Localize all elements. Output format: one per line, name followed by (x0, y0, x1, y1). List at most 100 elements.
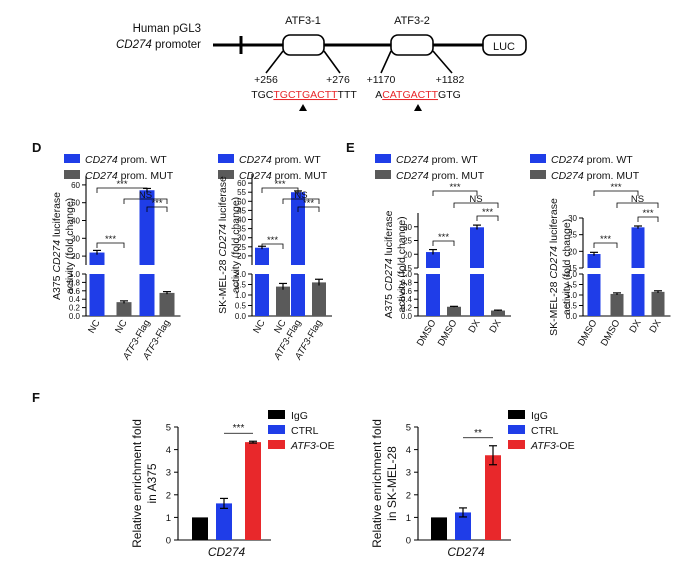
bar (216, 503, 232, 540)
sig-bracket-ctrl-vs-treat (261, 187, 299, 193)
y-tick-label: 60 (71, 181, 80, 190)
legend-label-mut: CD274 prom. MUT (239, 170, 328, 182)
x-tick-label: NC (113, 318, 129, 336)
bar-lower-segment (426, 274, 440, 316)
sig-bracket-treat-wt-vs-mut-label: *** (151, 198, 162, 209)
legend-swatch-mut (530, 170, 546, 179)
y-tick-label: 0.0 (235, 312, 247, 321)
legend-e-left: CD274 prom. WT CD274 prom. MUT (375, 154, 485, 182)
bar-lower-segment (139, 274, 155, 316)
bar (89, 252, 105, 265)
legend-swatch-wt (64, 154, 80, 163)
legend-swatch-igg (268, 410, 285, 419)
sig-bracket-wt-vs-mut (261, 243, 284, 249)
y-tick-label: 1.5 (566, 281, 578, 290)
y-tick-label: 1.5 (235, 281, 247, 290)
atf3-1-box (282, 34, 325, 56)
sig-bracket-ctrl-vs-treat-label: *** (116, 179, 127, 190)
sig-bracket-ns (123, 198, 168, 204)
sig-bracket-ns (282, 198, 320, 204)
y-tick-label: 25 (403, 237, 412, 246)
sig-bracket-ctrl-vs-treat (432, 190, 478, 196)
y-tick-label: 5 (166, 423, 171, 434)
y-tick-label: 0.2 (69, 304, 81, 313)
y-tick-label: 3 (166, 468, 171, 479)
bar (447, 306, 461, 316)
y-tick-label: 25 (568, 231, 577, 240)
y-axis-label-line2: activity (fold change) (561, 219, 573, 315)
y-tick-label: 50 (237, 197, 246, 206)
y-axis-label-line2: in A375 (145, 463, 159, 503)
sig-bracket-ctrl-vs-treat-label: *** (449, 182, 460, 193)
y-tick-label: 25 (237, 243, 246, 252)
bar (631, 227, 645, 268)
y-tick-label: 50 (71, 199, 80, 208)
bar (610, 293, 624, 316)
sig-bracket-wt-vs-mut-label: *** (600, 234, 611, 245)
y-tick-label: 0.6 (401, 287, 413, 296)
y-tick-label: 0.0 (69, 312, 81, 321)
legend-label-mut: CD274 prom. MUT (396, 170, 485, 182)
y-tick-label: 0 (406, 536, 411, 547)
sig-bracket-ctrl-vs-treat (593, 190, 639, 196)
sig-bracket-ns (616, 202, 659, 208)
bar (455, 512, 471, 540)
bar (485, 455, 501, 540)
sig-bracket-ns-label: NS (631, 194, 644, 205)
atf3-1-mutation-arrow (299, 104, 307, 111)
legend-swatch-igg (508, 410, 525, 419)
y-tick-label: 0.2 (401, 304, 413, 313)
sig-bracket-wt-vs-mut-label: *** (267, 235, 278, 246)
legend-swatch-mut (375, 170, 391, 179)
y-tick-label: 20 (237, 252, 246, 261)
sig-bracket-wt-vs-mut-label: *** (105, 234, 116, 245)
atf3-1-label: ATF3-1 (285, 15, 321, 27)
construct-label-line2: CD274 promoter (116, 39, 201, 51)
y-tick-label: 0.8 (69, 278, 81, 287)
legend-e-right: CD274 prom. WT CD274 prom. MUT (530, 154, 640, 182)
sig-bracket-ctrl-vs-treat-label: *** (610, 182, 621, 193)
sig-bracket-wt-vs-mut (96, 242, 125, 248)
panel-letter-f: F (32, 390, 40, 405)
bar (116, 302, 132, 316)
bar (276, 286, 290, 316)
legend-d-left: CD274 prom. WT CD274 prom. MUT (64, 154, 174, 182)
y-tick-label: 0.4 (401, 295, 413, 304)
bar-lower-segment (631, 274, 645, 316)
y-axis-label-line1: A375 CD274 luciferase (51, 192, 63, 300)
y-tick-label: 35 (237, 225, 246, 234)
legend-label-igg: IgG (531, 410, 548, 422)
sig-bracket-treat-wt-vs-mut (476, 215, 499, 221)
legend-swatch-ctrl (268, 425, 285, 434)
atf3-2-mutation-arrow (414, 104, 422, 111)
legend-label-mut: CD274 prom. MUT (85, 170, 174, 182)
luc-box (482, 34, 527, 56)
x-tick-label: DMSO (436, 318, 460, 348)
y-tick-label: 4 (406, 445, 411, 456)
bar (431, 517, 447, 540)
y-tick-label: 2 (406, 490, 411, 501)
y-tick-label: 1.0 (235, 291, 247, 300)
bar (245, 442, 261, 540)
y-axis-label-line1: SK-MEL-28 CD274 luciferase (217, 176, 229, 314)
bar-lower-segment (291, 274, 305, 316)
atf3-1-left-leg (265, 50, 284, 74)
y-tick-label: 0.4 (69, 295, 81, 304)
bar-lower-segment (89, 274, 105, 316)
atf3-2-end: +1182 (436, 74, 465, 86)
legend-label-wt: CD274 prom. WT (85, 154, 167, 166)
legend-swatch-ctrl (508, 425, 525, 434)
y-tick-label: 1.0 (566, 291, 578, 300)
y-tick-label: 30 (568, 214, 577, 223)
y-tick-label: 4 (166, 445, 171, 456)
atf3-2-sequence: ACATGACTTGTG (375, 89, 461, 101)
y-axis-label-line1: Relative enrichment fold (130, 419, 144, 548)
y-tick-label: 30 (403, 223, 412, 232)
atf3-2-start: +1170 (367, 74, 396, 86)
y-tick-label: 40 (237, 216, 246, 225)
x-axis-label: CD274 (447, 545, 485, 559)
bar (651, 291, 665, 316)
x-tick-label: DX (627, 317, 643, 335)
